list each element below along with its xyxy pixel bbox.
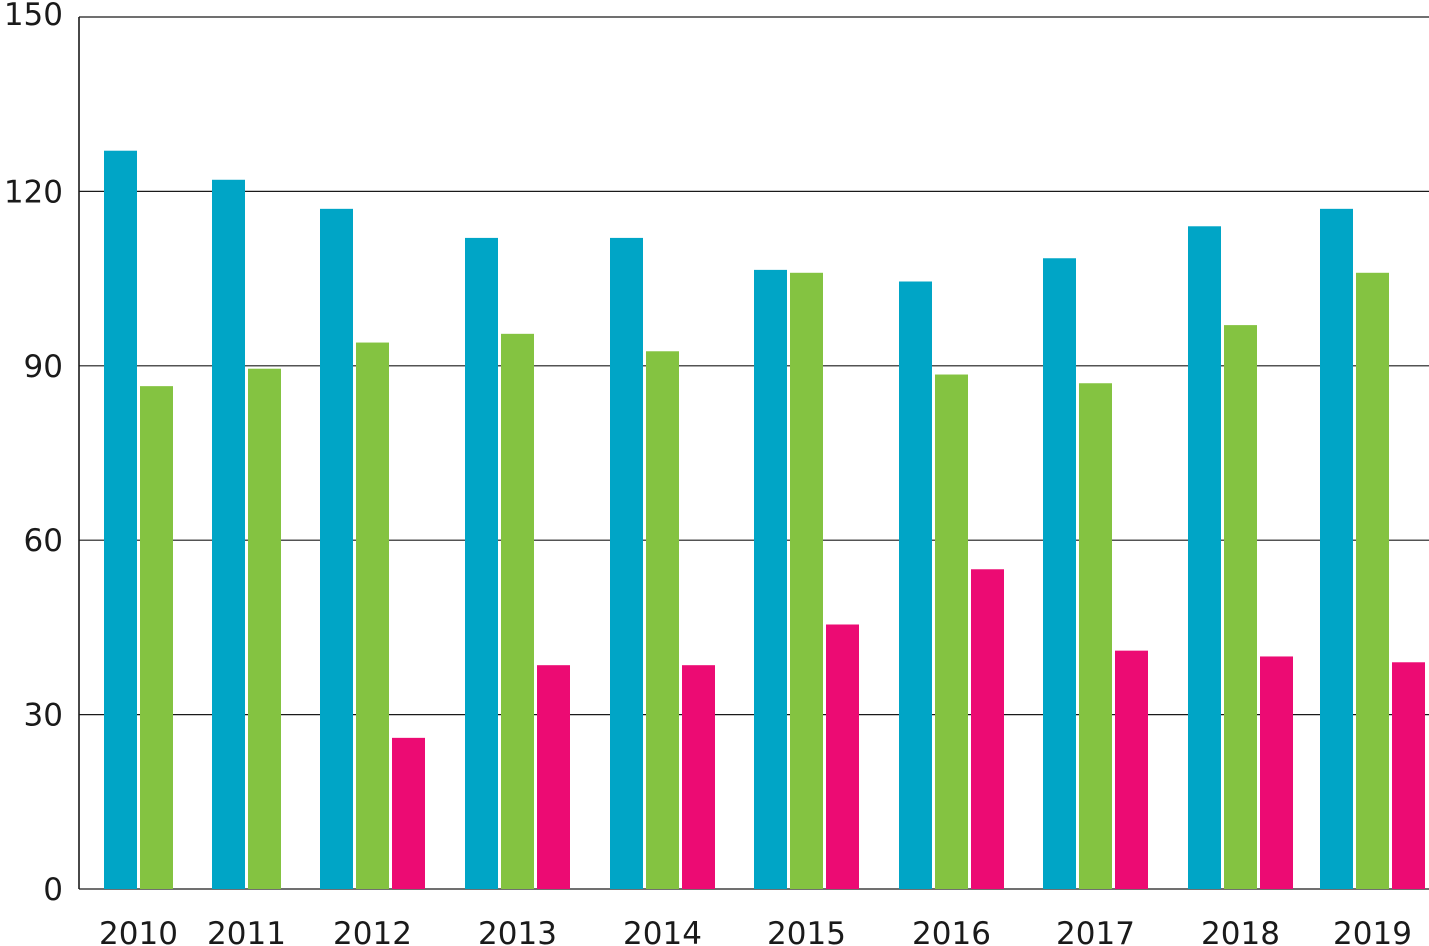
bar-2010-series-1 [104,150,137,889]
x-tick-label: 2017 [1056,916,1135,946]
x-tick-label: 2014 [623,916,702,946]
bar-2013-series-2 [501,333,534,889]
y-tick-label: 150 [4,0,63,33]
bar-2014-series-3 [682,665,715,889]
bar-2012-series-1 [320,208,353,890]
x-tick-label: 2010 [99,916,178,946]
bar-2019-series-3 [1392,662,1425,889]
bar-2011-series-2 [248,368,281,889]
x-tick-label: 2013 [478,916,557,946]
bar-2015-series-3 [826,624,859,889]
bar-2016-series-3 [971,569,1004,889]
bar-2015-series-2 [790,272,823,890]
bar-2016-series-1 [899,281,932,889]
bar-2018-series-3 [1260,656,1293,889]
bar-2016-series-2 [935,374,968,889]
x-tick-label: 2015 [767,916,846,946]
bar-2015-series-1 [754,269,787,889]
bar-2019-series-2 [1356,272,1389,890]
y-tick-label: 30 [24,698,63,734]
bar-2017-series-1 [1043,258,1076,890]
bars [104,150,1425,890]
x-tick-label: 2011 [207,916,286,946]
bar-2010-series-2 [140,386,173,889]
bar-2014-series-2 [646,351,679,889]
x-tick-label: 2018 [1201,916,1280,946]
y-axis-tick-labels: 0 30 60 90 120 150 [4,0,63,908]
x-tick-label: 2016 [912,916,991,946]
bar-2014-series-1 [610,237,643,889]
y-tick-label: 120 [4,174,63,210]
bar-2017-series-2 [1079,383,1112,889]
y-tick-label: 90 [24,349,63,385]
bar-2011-series-1 [212,179,245,890]
bar-2018-series-1 [1188,226,1221,889]
bar-2012-series-2 [356,342,389,890]
x-tick-label: 2012 [333,916,412,946]
bar-2013-series-1 [465,237,498,889]
bar-2017-series-3 [1115,650,1148,889]
bar-2013-series-3 [537,665,570,889]
bar-2012-series-3 [392,737,425,889]
x-axis-tick-labels: 2010 2011 2012 2013 2014 2015 2016 2017 2018 2019 [99,916,1412,946]
x-tick-label: 2019 [1333,916,1412,946]
y-tick-label: 60 [24,523,63,559]
bar-2019-series-1 [1320,208,1353,890]
bar-2018-series-2 [1224,325,1257,889]
y-tick-label: 0 [43,872,63,908]
